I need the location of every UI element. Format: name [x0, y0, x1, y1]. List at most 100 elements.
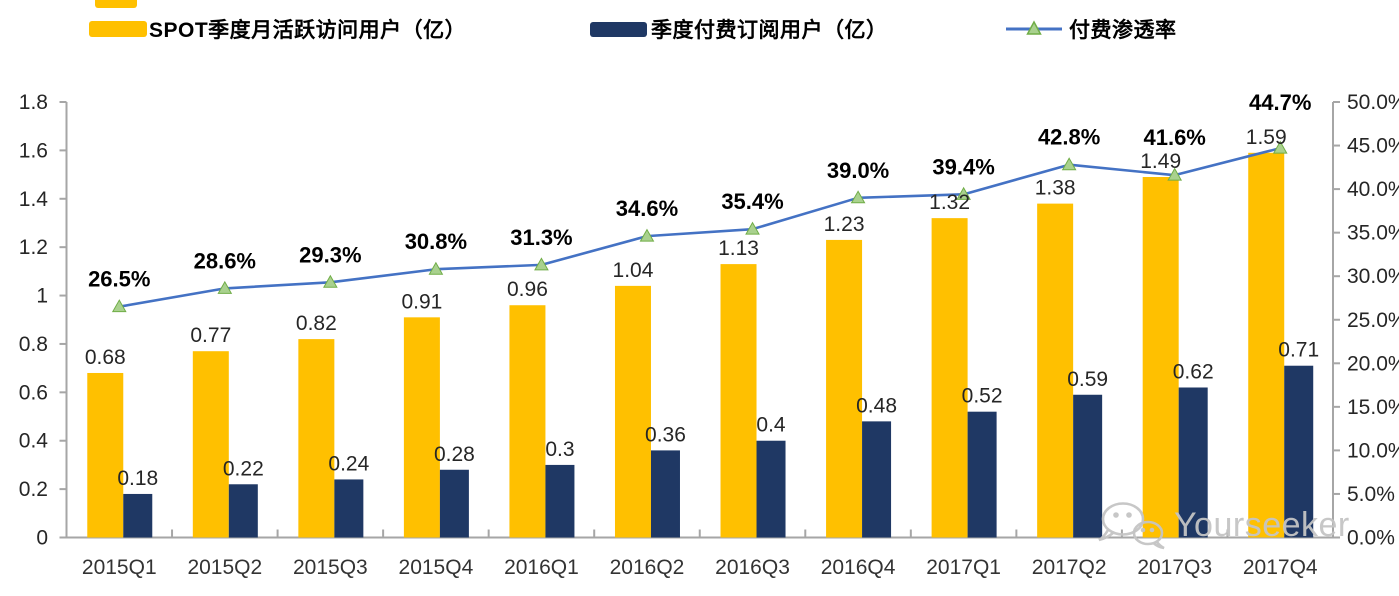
x-axis-category-label: 2017Q2	[1032, 556, 1107, 579]
bar-mau	[931, 218, 968, 538]
left-axis-tick-label: 0.4	[19, 430, 49, 453]
triangle-marker	[322, 274, 338, 288]
right-axis-tick-label: 45.0%	[1347, 135, 1399, 158]
bar-subs	[1284, 365, 1314, 538]
bar-subs	[1073, 394, 1103, 538]
subs-value-label: 0.24	[328, 452, 369, 475]
penetration-point-label: 34.6%	[616, 196, 678, 221]
penetration-legend-label: 付费渗透率	[1069, 19, 1177, 42]
right-axis-tick-label: 25.0%	[1347, 309, 1399, 332]
mau-value-label: 1.32	[929, 191, 970, 214]
left-axis-tick-label: 0.2	[19, 478, 48, 501]
subs-legend-swatch	[590, 21, 647, 37]
left-axis-tick-label: 1.4	[19, 188, 49, 211]
x-axis-category-label: 2015Q4	[399, 556, 474, 579]
x-axis-category-label: 2016Q2	[610, 556, 685, 579]
penetration-point-label: 39.4%	[932, 154, 994, 179]
triangle-marker	[534, 257, 549, 271]
penetration-line	[119, 146, 1281, 308]
subs-value-label: 0.28	[434, 443, 475, 466]
penetration-point-label: 31.3%	[510, 225, 572, 250]
x-axis-category-label: 2016Q1	[504, 556, 579, 579]
mau-value-label: 0.68	[85, 346, 126, 369]
subs-value-label: 0.59	[1067, 368, 1108, 391]
left-axis-tick-label: 0.8	[19, 333, 48, 356]
bar-mau	[298, 339, 335, 538]
subs-value-label: 0.48	[856, 394, 897, 417]
right-axis-tick-label: 35.0%	[1347, 222, 1399, 245]
bar-mau	[720, 264, 757, 538]
right-axis-tick-label: 40.0%	[1347, 178, 1399, 201]
bar-mau	[192, 351, 229, 538]
mau-value-label: 1.59	[1246, 126, 1287, 149]
right-axis-tick-label: 20.0%	[1347, 352, 1399, 375]
bar-subs	[334, 479, 364, 538]
penetration-point-label: 39.0%	[827, 158, 889, 183]
bar-mau	[1248, 152, 1285, 538]
left-axis-tick-label: 1.8	[19, 91, 48, 114]
penetration-point-label: 30.8%	[405, 229, 467, 254]
x-axis-category-label: 2015Q1	[82, 556, 157, 579]
legend-item-mau: SPOT季度月活跃访问用户（亿）	[89, 18, 466, 42]
bar-subs	[439, 469, 469, 538]
left-axis-tick-label: 1.2	[19, 236, 48, 259]
right-axis-tick-label: 15.0%	[1347, 396, 1399, 419]
x-axis-category-label: 2017Q3	[1137, 556, 1212, 579]
penetration-point-label: 41.6%	[1143, 125, 1205, 150]
right-axis-tick-label: 30.0%	[1347, 265, 1399, 288]
triangle-marker	[1167, 167, 1183, 181]
triangle-marker	[850, 190, 866, 204]
subs-value-label: 0.36	[645, 423, 686, 446]
mau-value-label: 1.23	[824, 213, 865, 236]
mau-value-label: 0.91	[401, 290, 442, 313]
subs-value-label: 0.52	[962, 385, 1003, 408]
bar-subs	[123, 493, 153, 538]
bar-subs	[756, 440, 786, 538]
triangle-marker	[1272, 140, 1288, 154]
triangle-marker	[111, 299, 127, 313]
triangle-marker	[1061, 157, 1077, 171]
triangle-marker	[745, 221, 760, 235]
mau-value-label: 1.38	[1035, 177, 1076, 200]
subs-value-label: 0.18	[117, 467, 158, 490]
triangle-marker	[956, 186, 971, 200]
subs-value-label: 0.62	[1173, 360, 1214, 383]
triangle-marker	[639, 228, 655, 242]
mau-value-label: 1.04	[613, 259, 654, 282]
x-axis-category-label: 2017Q4	[1243, 556, 1318, 579]
penetration-point-label: 29.3%	[299, 242, 361, 267]
subs-value-label: 0.71	[1278, 339, 1319, 362]
penetration-point-label: 28.6%	[194, 248, 256, 273]
penetration-point-label: 42.8%	[1038, 125, 1100, 150]
bar-mau	[1142, 177, 1179, 538]
x-axis-category-label: 2016Q4	[821, 556, 896, 579]
triangle-marker	[217, 280, 233, 294]
subs-value-label: 0.4	[756, 414, 786, 437]
right-axis-tick-label: 0.0%	[1347, 527, 1395, 550]
penetration-point-label: 35.4%	[721, 189, 783, 214]
bar-subs	[650, 450, 680, 538]
bar-subs	[1178, 387, 1208, 538]
mau-legend-swatch	[89, 21, 147, 37]
penetration-point-label: 26.5%	[88, 267, 150, 292]
mau-legend-label: SPOT季度月活跃访问用户（亿）	[149, 19, 467, 42]
legend-triangle-marker	[1026, 20, 1042, 35]
legend-item-penetration: 付费渗透率	[1005, 18, 1177, 42]
penetration-point-label: 44.7%	[1249, 90, 1311, 115]
left-axis-tick-label: 1	[36, 285, 48, 308]
legend-item-subs: 季度付费订阅用户（亿）	[590, 18, 888, 42]
bar-mau	[614, 285, 651, 538]
right-axis-tick-label: 5.0%	[1347, 483, 1395, 506]
x-axis-category-label: 2016Q3	[715, 556, 790, 579]
bar-subs	[545, 464, 575, 538]
left-axis-tick-label: 0	[36, 527, 48, 550]
line-triangle-legend-swatch	[1006, 20, 1062, 35]
left-axis-tick-label: 0.6	[19, 381, 48, 404]
bar-subs	[228, 484, 258, 538]
bar-subs	[862, 421, 892, 538]
right-axis-tick-label: 10.0%	[1347, 439, 1399, 462]
subs-legend-label: 季度付费订阅用户（亿）	[651, 19, 888, 42]
subs-value-label: 0.3	[545, 438, 574, 461]
